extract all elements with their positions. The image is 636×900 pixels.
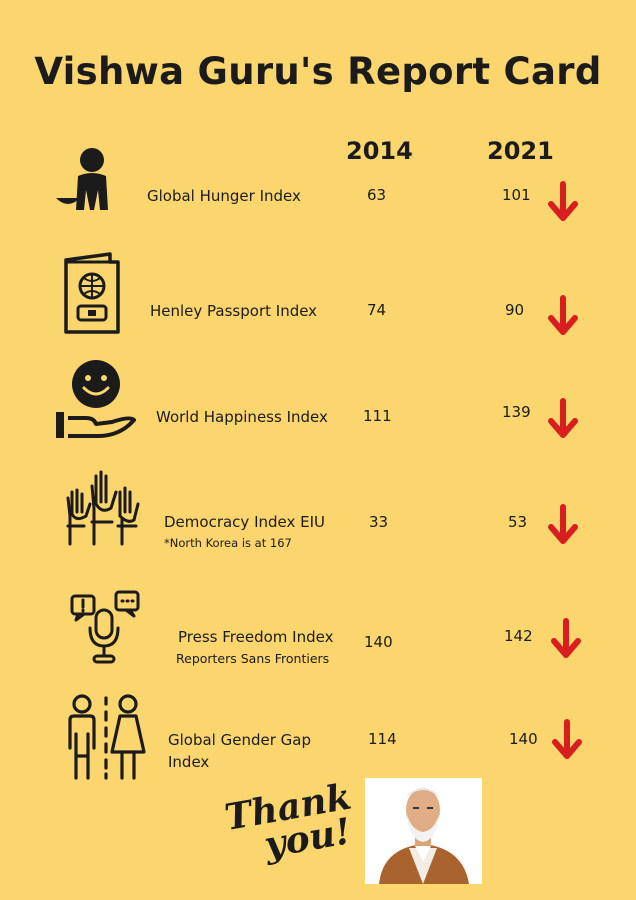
down-arrow-icon [548, 504, 578, 544]
hunger-icon [56, 148, 108, 210]
passport-icon [64, 252, 120, 334]
value-2014: 33 [369, 513, 389, 531]
microphone-icon [70, 590, 140, 664]
value-2021: 140 [509, 730, 538, 748]
row-label-continued: Index [168, 753, 210, 771]
down-arrow-icon [552, 719, 582, 759]
value-2021: 90 [505, 301, 525, 319]
row-sublabel: Reporters Sans Frontiers [176, 651, 330, 666]
down-arrow-icon [548, 295, 578, 335]
row-label: Global Gender Gap [168, 731, 311, 749]
page-title: Vishwa Guru's Report Card [34, 50, 602, 93]
value-2021: 101 [502, 186, 531, 204]
gender-icon [68, 694, 146, 780]
row-label: Global Hunger Index [147, 187, 301, 205]
row-sublabel: *North Korea is at 167 [164, 536, 292, 550]
value-2021: 139 [502, 403, 531, 421]
thank-you-text: Thank you! [221, 776, 361, 869]
value-2021: 53 [508, 513, 528, 531]
value-2014: 63 [367, 186, 387, 204]
down-arrow-icon [548, 181, 578, 221]
row-label: World Happiness Index [156, 408, 328, 426]
row-label: Democracy Index EIU [164, 513, 326, 531]
value-2014: 114 [368, 730, 397, 748]
year-2014-header: 2014 [346, 137, 413, 165]
down-arrow-icon [548, 398, 578, 438]
year-2021-header: 2021 [487, 137, 554, 165]
value-2014: 140 [364, 633, 393, 651]
row-label: Press Freedom Index [178, 628, 334, 646]
happiness-icon [56, 360, 136, 438]
raised-hands-icon [66, 470, 140, 546]
value-2014: 74 [367, 301, 387, 319]
value-2021: 142 [504, 627, 533, 645]
portrait-illustration [365, 778, 482, 884]
portrait-photo [365, 778, 482, 884]
row-label: Henley Passport Index [150, 302, 318, 320]
value-2014: 111 [363, 407, 392, 425]
down-arrow-icon [551, 618, 581, 658]
